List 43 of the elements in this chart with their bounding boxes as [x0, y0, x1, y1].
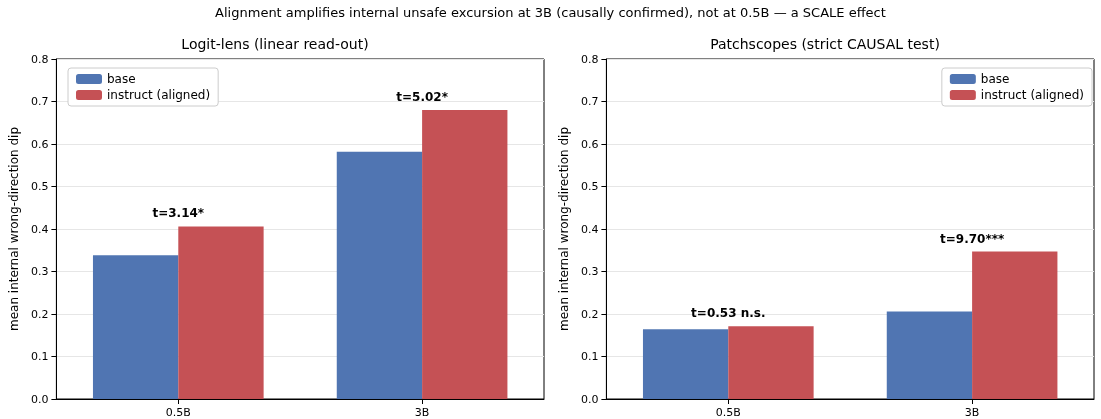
- y-tick-label: 0.1: [580, 350, 599, 363]
- y-tick-label: 0.8: [30, 52, 49, 66]
- bar: [728, 326, 814, 399]
- x-tick-label: 3B: [414, 406, 430, 419]
- y-tick-label: 0.7: [580, 95, 599, 108]
- y-tick-label: 0.3: [30, 265, 49, 278]
- bar: [642, 329, 729, 399]
- bar: [972, 251, 1058, 399]
- bar: [178, 226, 264, 399]
- y-tick-label: 0.4: [30, 222, 49, 236]
- bar: [422, 110, 508, 399]
- x-tick-label: 3B: [964, 406, 980, 419]
- y-tick-label: 0.6: [30, 137, 49, 151]
- y-tick-label: 0.0: [30, 392, 49, 406]
- annotation: t=5.02*: [396, 90, 449, 104]
- legend-label: instruct (aligned): [980, 88, 1085, 102]
- legend-label: base: [980, 72, 1010, 86]
- bar: [336, 151, 423, 399]
- text: Alignment amplifies internal unsafe excursion at 3B (causally confirmed), not at 0.5B — a SCALE effect: [215, 5, 886, 20]
- chart-title: Patchscopes (strict CAUSAL test): [710, 36, 940, 52]
- y-tick-label: 0.4: [580, 222, 599, 236]
- y-tick-label: 0.1: [30, 350, 49, 363]
- annotation: t=3.14*: [152, 206, 205, 221]
- annotation: t=9.70***: [939, 231, 1005, 246]
- chart-title: Logit-lens (linear read-out): [181, 36, 369, 52]
- bar: [92, 255, 179, 399]
- y-tick-label: 0.2: [580, 307, 599, 321]
- x-tick-label: 0.5B: [165, 406, 191, 419]
- annotation: t=0.53 n.s.: [691, 306, 766, 321]
- y-tick-label: 0.7: [30, 95, 49, 108]
- y-tick-label: 0.2: [30, 307, 49, 321]
- y-axis-title: mean internal wrong-direction dip: [557, 126, 571, 332]
- y-tick-label: 0.5: [30, 180, 49, 193]
- x-tick-label: 0.5B: [715, 406, 741, 419]
- y-tick-label: 0.0: [580, 392, 599, 406]
- legend-label: instruct (aligned): [107, 88, 211, 102]
- y-tick-label: 0.8: [580, 52, 599, 66]
- bar: [886, 311, 973, 399]
- y-tick-label: 0.3: [580, 265, 599, 278]
- y-tick-label: 0.6: [580, 137, 599, 151]
- legend-label: base: [107, 72, 136, 86]
- y-axis-title: mean internal wrong-direction dip: [7, 126, 21, 332]
- y-tick-label: 0.5: [580, 180, 599, 193]
